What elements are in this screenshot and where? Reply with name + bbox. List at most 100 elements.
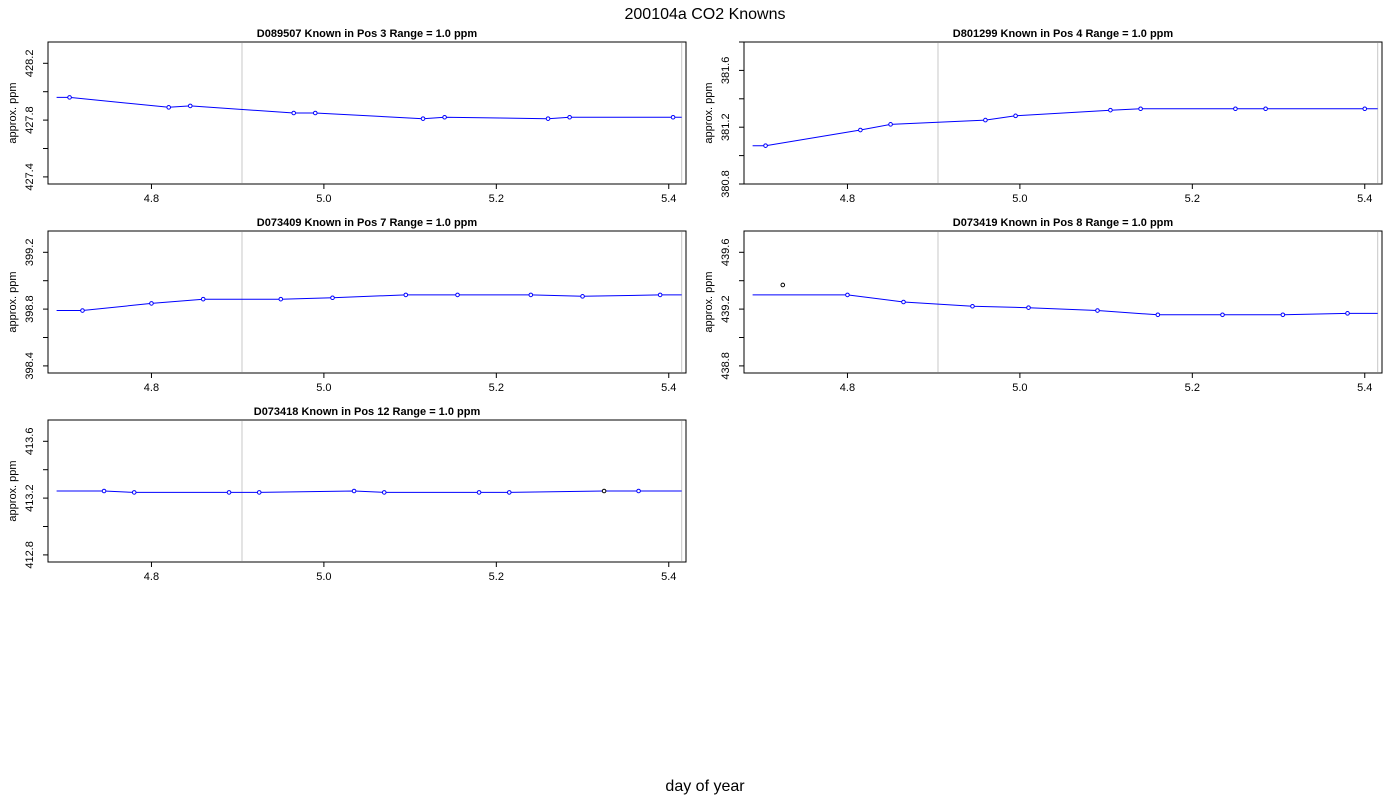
data-point	[763, 143, 768, 148]
data-point	[670, 114, 676, 120]
data-point	[901, 299, 906, 305]
plot-frame	[47, 419, 687, 563]
series-line	[56, 96, 682, 120]
panel-2: D801299 Known in Pos 4 Range = 1.0 ppm 4.…	[703, 28, 1383, 205]
data-point	[1155, 312, 1161, 318]
data-point	[226, 490, 232, 495]
data-point	[381, 490, 387, 495]
panel-1: D089507 Known in Pos 3 Range = 1.0 ppm 4.…	[7, 28, 687, 205]
panel-title: D073418 Known in Pos 12 Range = 1.0 ppm	[254, 406, 481, 418]
series-line	[56, 490, 682, 493]
y-tick-label: 413.2	[24, 484, 36, 512]
y-tick-label: 380.8	[720, 170, 732, 198]
y-tick-label: 439.6	[720, 239, 732, 267]
plot-frame	[743, 41, 1383, 185]
y-tick-label: 381.2	[720, 113, 732, 141]
x-tick-label: 5.0	[316, 193, 331, 205]
data-point	[1095, 308, 1100, 313]
data-point	[476, 490, 482, 495]
x-tick-label: 4.8	[144, 382, 159, 394]
y-tick-label: 428.2	[24, 50, 36, 78]
data-point	[888, 122, 893, 127]
data-point	[67, 95, 72, 100]
data-point	[351, 488, 357, 494]
data-point	[1362, 106, 1368, 112]
flagged-point	[601, 488, 607, 494]
data-point	[545, 116, 551, 121]
data-point	[312, 110, 318, 116]
data-point	[166, 105, 172, 110]
data-point	[101, 488, 107, 494]
plot-frame	[47, 41, 687, 185]
data-point	[1013, 113, 1018, 119]
panel-title: D801299 Known in Pos 4 Range = 1.0 ppm	[953, 28, 1174, 40]
x-tick-label: 4.8	[144, 571, 159, 583]
data-point	[1263, 106, 1268, 112]
y-axis-label: approx. ppm	[703, 82, 715, 143]
y-tick-label: 398.4	[24, 352, 36, 380]
flagged-point	[780, 282, 786, 288]
panel-3: D073409 Known in Pos 7 Range = 1.0 ppm 4.…	[7, 217, 687, 394]
data-point	[200, 296, 206, 302]
data-point	[506, 490, 512, 495]
y-tick-label: 412.8	[24, 541, 36, 569]
series-line	[752, 294, 1378, 316]
data-point	[1026, 305, 1031, 310]
y-tick-label: 398.8	[24, 295, 36, 323]
data-point	[657, 292, 663, 298]
data-point	[403, 292, 409, 298]
data-point	[256, 490, 262, 495]
x-tick-label: 5.0	[316, 382, 331, 394]
figure-title: 200104a CO2 Knowns	[625, 6, 786, 23]
data-point	[1233, 106, 1238, 112]
data-point	[1345, 311, 1350, 316]
data-point	[455, 292, 460, 298]
data-point	[80, 308, 85, 313]
plot-frame	[743, 230, 1383, 374]
x-tick-label: 4.8	[840, 382, 855, 394]
y-tick-label: 399.2	[24, 239, 36, 267]
data-point	[1108, 107, 1113, 113]
x-tick-label: 4.8	[144, 193, 159, 205]
data-point	[442, 114, 447, 120]
x-tick-label: 5.4	[661, 193, 676, 205]
x-tick-label: 5.0	[1012, 193, 1027, 205]
panel-title: D089507 Known in Pos 3 Range = 1.0 ppm	[257, 28, 478, 40]
x-tick-label: 5.0	[316, 571, 331, 583]
x-tick-label: 5.4	[1357, 193, 1372, 205]
x-tick-label: 5.2	[1185, 193, 1200, 205]
y-axis-label: approx. ppm	[7, 271, 19, 332]
data-point	[970, 303, 975, 309]
data-point	[636, 488, 641, 494]
y-axis-label: approx. ppm	[7, 82, 19, 143]
x-tick-label: 5.2	[489, 193, 504, 205]
y-tick-label: 427.4	[24, 163, 36, 191]
y-tick-label: 413.6	[24, 428, 36, 456]
data-point	[858, 127, 863, 133]
plot-frame	[47, 230, 687, 374]
data-point	[983, 117, 988, 123]
data-point	[845, 292, 850, 298]
panel-4: D073419 Known in Pos 8 Range = 1.0 ppm 4.…	[703, 217, 1383, 394]
data-point	[567, 114, 572, 120]
x-tick-label: 5.4	[661, 571, 676, 583]
x-tick-label: 5.2	[1185, 382, 1200, 394]
series-line	[56, 294, 682, 311]
data-point	[149, 301, 154, 306]
series-line	[752, 108, 1378, 147]
data-point	[330, 295, 335, 301]
data-point	[420, 116, 426, 121]
x-tick-label: 4.8	[840, 193, 855, 205]
x-tick-label: 5.2	[489, 382, 504, 394]
y-axis-label: approx. ppm	[7, 460, 19, 521]
panels-container: D089507 Known in Pos 3 Range = 1.0 ppm 4.…	[7, 28, 1383, 583]
data-point	[278, 296, 284, 302]
y-axis-label: approx. ppm	[703, 271, 715, 332]
x-tick-label: 5.0	[1012, 382, 1027, 394]
data-point	[187, 103, 193, 109]
data-point	[528, 292, 534, 298]
x-tick-label: 5.4	[1357, 382, 1372, 394]
data-point	[131, 490, 137, 495]
y-tick-label: 438.8	[720, 352, 732, 380]
